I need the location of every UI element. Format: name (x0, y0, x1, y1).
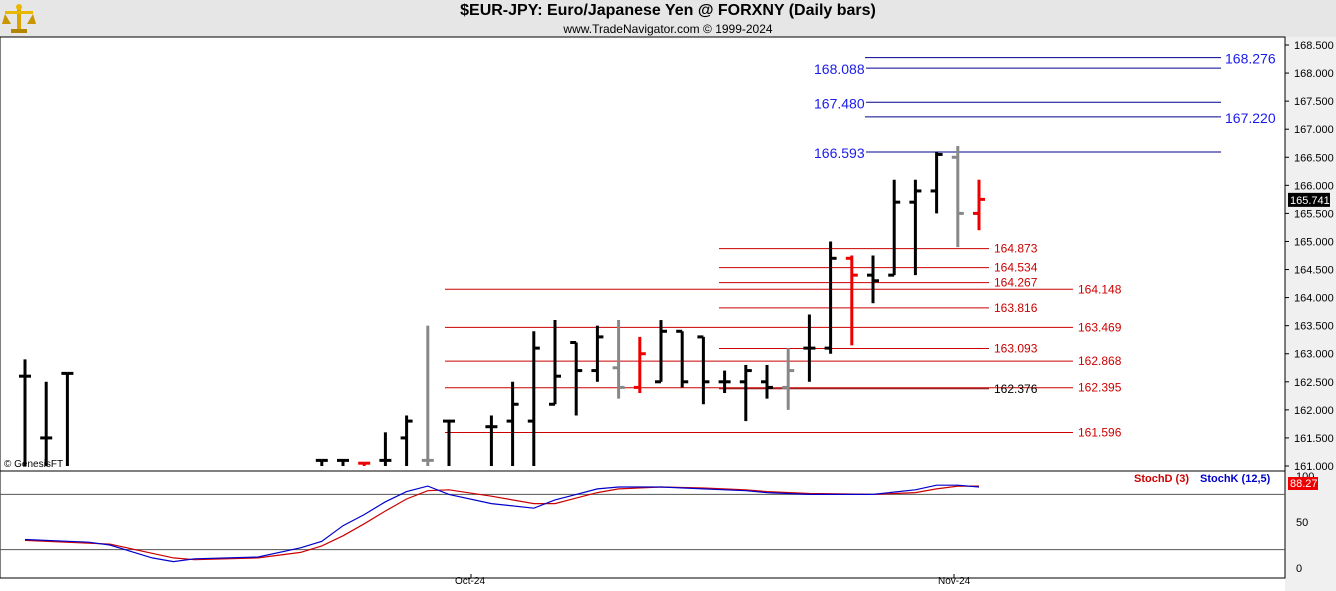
stoch-last-label: 88.27 (1290, 478, 1318, 490)
price-panel (0, 36, 1336, 591)
last-price-label: 165.741 (1290, 195, 1330, 207)
stochK-line (24, 484, 980, 563)
red-level-label: 164.148 (1078, 282, 1122, 296)
chart-subtitle: www.TradeNavigator.com © 1999-2024 (563, 22, 773, 36)
x-axis: Oct-24 Nov-24 (455, 574, 971, 587)
red-level-label: 164.267 (994, 276, 1038, 290)
price-levels: 168.276 168.088 167.480 167.220 166.593 164.8… (445, 51, 1276, 440)
price-axis: 168.500 168.000 167.500 167.000 166.500 166.0… (1285, 40, 1334, 473)
price-tick-label: 161.500 (1294, 433, 1334, 445)
red-level-label: 164.873 (994, 242, 1038, 256)
price-tick-label: 167.500 (1294, 96, 1334, 108)
legend-stochK: StochK (12,5) (1200, 473, 1271, 485)
chart-header (0, 0, 1336, 37)
axis-background (1285, 37, 1336, 591)
price-tick-label: 165.500 (1294, 208, 1334, 220)
red-level-label: 162.868 (1078, 354, 1122, 368)
stoch-last-box (1288, 477, 1318, 490)
price-tick-label: 168.000 (1294, 68, 1334, 80)
price-tick-label: 163.000 (1294, 349, 1334, 361)
stochD-line (24, 485, 979, 561)
red-level-label: 161.596 (1078, 426, 1122, 440)
stoch-tick-label: 0 (1296, 563, 1302, 575)
price-tick-label: 164.000 (1294, 293, 1334, 305)
price-tick-label: 167.000 (1294, 124, 1334, 136)
price-tick-label: 165.000 (1294, 236, 1334, 248)
red-level-label: 163.816 (994, 301, 1038, 315)
red-level-label: 162.395 (1078, 381, 1122, 395)
x-tick-label: Nov-24 (938, 576, 971, 587)
stochastic-panel: 100500StochD (3)StochK (12,5)88.27 (0, 470, 1318, 579)
red-level-label: 163.093 (994, 342, 1038, 356)
price-tick-label: 166.500 (1294, 152, 1334, 164)
x-tick-label: Oct-24 (455, 576, 485, 587)
price-bars (19, 146, 985, 466)
price-tick-label: 166.000 (1294, 180, 1334, 192)
price-tick-label: 163.500 (1294, 321, 1334, 333)
blue-level-label: 166.593 (814, 145, 865, 161)
price-tick-label: 162.000 (1294, 405, 1334, 417)
chart-title: $EUR-JPY: Euro/Japanese Yen @ FORXNY (Da… (460, 2, 876, 19)
blue-level-label: 167.220 (1225, 110, 1276, 126)
price-tick-label: 168.500 (1294, 40, 1334, 52)
red-level-label: 163.469 (1078, 320, 1122, 334)
price-tick-label: 161.000 (1294, 461, 1334, 473)
price-tick-label: 164.500 (1294, 265, 1334, 277)
legend-stochD: StochD (3) (1134, 473, 1189, 485)
blue-level-label: 167.480 (814, 95, 865, 111)
blue-level-label: 168.088 (814, 61, 865, 77)
stoch-tick-label: 50 (1296, 517, 1308, 529)
price-tick-label: 162.500 (1294, 377, 1334, 389)
last-price-box (1288, 192, 1330, 207)
stoch-panel-frame (0, 470, 1286, 579)
red-level-label: 164.534 (994, 261, 1038, 275)
red-level-label: 162.376 (994, 382, 1038, 396)
blue-level-label: 168.276 (1225, 51, 1276, 67)
watermark: © GenesisFT (4, 459, 63, 470)
price-panel-frame (0, 36, 1286, 472)
gold-scale-logo-icon (2, 2, 36, 39)
